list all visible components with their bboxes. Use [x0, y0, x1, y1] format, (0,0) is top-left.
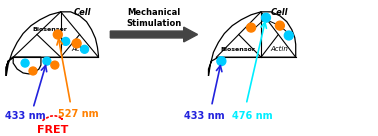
Circle shape: [262, 13, 270, 22]
Circle shape: [81, 45, 88, 53]
Circle shape: [246, 23, 256, 32]
Text: Cell: Cell: [271, 8, 289, 17]
Text: FRET: FRET: [37, 125, 68, 135]
Text: Mechanical
Stimulation: Mechanical Stimulation: [126, 8, 181, 28]
Text: Cell: Cell: [74, 8, 91, 17]
Circle shape: [217, 57, 226, 66]
Text: Biosensor: Biosensor: [33, 27, 67, 32]
Text: Actin: Actin: [270, 46, 288, 52]
Circle shape: [51, 61, 59, 69]
Circle shape: [72, 39, 81, 48]
Polygon shape: [6, 12, 98, 76]
Text: 433 nm: 433 nm: [184, 111, 225, 121]
Text: 527 nm: 527 nm: [58, 109, 99, 119]
Circle shape: [21, 59, 29, 67]
Circle shape: [284, 31, 293, 40]
Circle shape: [62, 37, 70, 45]
Polygon shape: [6, 57, 41, 76]
Text: Actin: Actin: [72, 46, 90, 52]
Circle shape: [43, 57, 51, 65]
Circle shape: [29, 67, 37, 75]
Circle shape: [53, 30, 62, 39]
Text: 433 nm: 433 nm: [5, 111, 45, 121]
FancyArrowPatch shape: [43, 116, 62, 120]
Polygon shape: [209, 12, 296, 76]
Text: 476 nm: 476 nm: [232, 111, 273, 121]
Text: Biosensor: Biosensor: [221, 47, 256, 52]
FancyArrow shape: [110, 27, 198, 42]
Circle shape: [276, 21, 284, 30]
